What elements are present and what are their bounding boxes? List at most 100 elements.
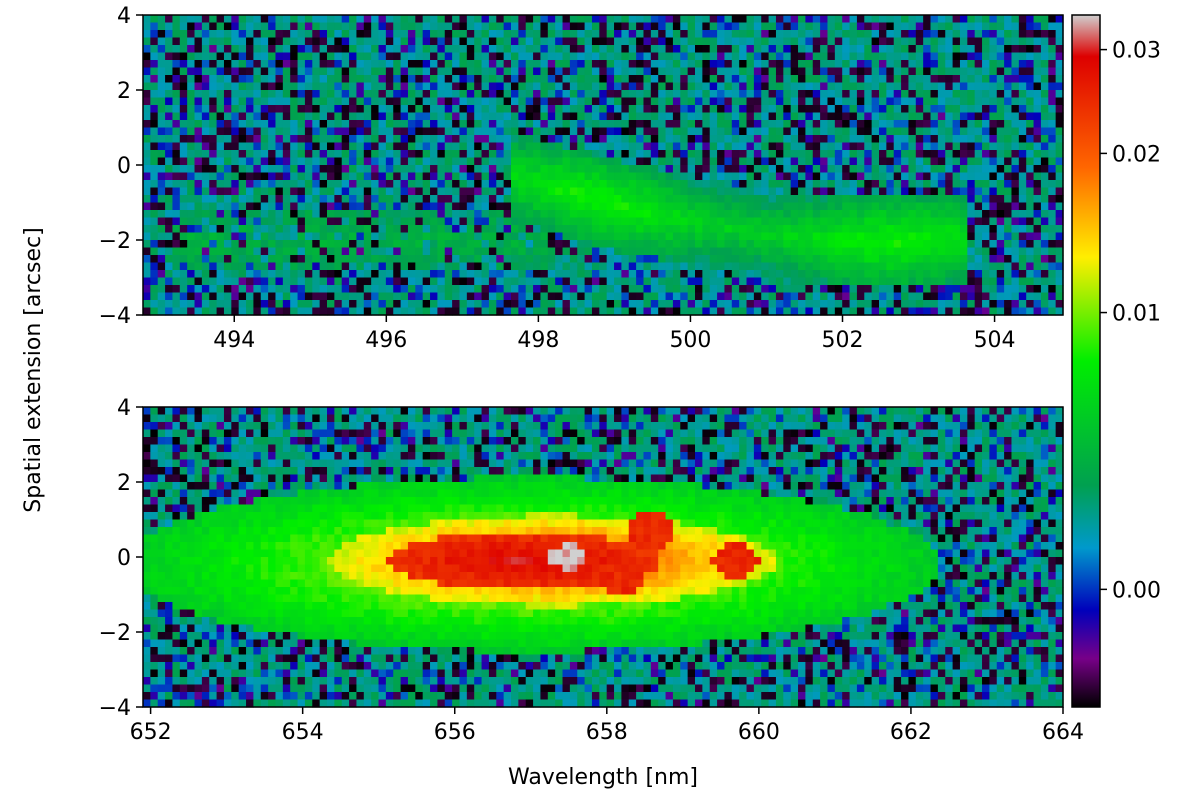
heatmap-cell (915, 127, 924, 136)
heatmap-cell (628, 67, 637, 76)
heatmap-cell (584, 127, 593, 136)
heatmap-cell (842, 120, 851, 129)
heatmap-cell (341, 135, 350, 144)
heatmap-cell (569, 15, 578, 24)
heatmap-cell (430, 195, 438, 204)
heatmap-cell (437, 67, 446, 76)
heatmap-cell (827, 232, 836, 241)
heatmap-cell (378, 105, 387, 114)
heatmap-cell (665, 285, 674, 294)
heatmap-cell (790, 127, 799, 136)
heatmap-cell (562, 97, 571, 106)
heatmap-cell (636, 195, 645, 204)
heatmap-cell (614, 142, 622, 151)
heatmap-cell (798, 277, 806, 286)
heatmap-cell (959, 45, 968, 54)
heatmap-cell (533, 97, 542, 106)
heatmap-cell (842, 75, 851, 84)
heatmap-cell (253, 217, 262, 226)
heatmap-cell (687, 60, 696, 69)
heatmap-cell (349, 82, 358, 91)
heatmap-cell (1026, 150, 1035, 159)
heatmap-cell (1004, 112, 1013, 121)
heatmap-cell (643, 255, 652, 264)
heatmap-cell (739, 112, 748, 121)
heatmap-cell (930, 112, 939, 121)
heatmap-cell (488, 240, 497, 249)
heatmap-cell (459, 217, 468, 226)
heatmap-cell (672, 105, 681, 114)
heatmap-cell (312, 90, 321, 99)
heatmap-cell (304, 172, 313, 181)
heatmap-cell (812, 225, 821, 234)
heatmap-cell (753, 232, 762, 241)
heatmap-cell (363, 90, 372, 99)
heatmap-cell (312, 172, 321, 181)
heatmap-cell (599, 45, 608, 54)
heatmap-cell (901, 120, 910, 129)
heatmap-cell (547, 142, 556, 151)
heatmap-cell (915, 180, 924, 189)
heatmap-cell (341, 37, 350, 46)
heatmap-cell (246, 75, 254, 84)
heatmap-cell (886, 270, 895, 279)
heatmap-cell (209, 105, 218, 114)
heatmap-cell (717, 15, 726, 24)
heatmap-cell (430, 247, 438, 256)
heatmap-cell (901, 270, 910, 279)
heatmap-cell (415, 187, 424, 196)
heatmap-cell (577, 30, 586, 39)
heatmap-cell (695, 180, 703, 189)
heatmap-cell (216, 277, 225, 286)
heatmap-cell (591, 277, 600, 286)
heatmap-cell (820, 300, 829, 309)
heatmap-cell (334, 195, 343, 204)
heatmap-cell (805, 217, 814, 226)
heatmap-cell (908, 15, 917, 24)
heatmap-cell (775, 262, 784, 271)
heatmap-cell (430, 97, 438, 106)
heatmap-cell (216, 75, 225, 84)
heatmap-cell (591, 285, 600, 294)
heatmap-cell (930, 15, 939, 24)
heatmap-cell (650, 307, 659, 316)
heatmap-cell (746, 135, 755, 144)
heatmap-cell (584, 22, 593, 31)
heatmap-cell (459, 232, 468, 241)
heatmap-cell (680, 67, 689, 76)
heatmap-cell (430, 307, 438, 316)
heatmap-cell (768, 195, 777, 204)
heatmap-cell (223, 142, 232, 151)
heatmap-cell (812, 292, 821, 301)
heatmap-cell (312, 67, 321, 76)
heatmap-cell (680, 210, 689, 219)
heatmap-cell (709, 82, 718, 91)
heatmap-cell (1026, 157, 1035, 166)
heatmap-cell (400, 52, 409, 61)
heatmap-cell (444, 127, 453, 136)
heatmap-cell (893, 180, 902, 189)
heatmap-cell (430, 120, 438, 129)
heatmap-cell (562, 202, 571, 211)
heatmap-cell (842, 172, 851, 181)
heatmap-cell (790, 285, 799, 294)
heatmap-cell (415, 97, 424, 106)
heatmap-cell (1048, 247, 1057, 256)
heatmap-cell (246, 45, 254, 54)
heatmap-cell (798, 292, 806, 301)
heatmap-cell (842, 112, 851, 121)
heatmap-cell (820, 165, 829, 174)
heatmap-cell (150, 262, 159, 271)
heatmap-cell (363, 37, 372, 46)
heatmap-cell (385, 285, 394, 294)
heatmap-cell (790, 150, 799, 159)
heatmap-cell (820, 195, 829, 204)
heatmap-cell (717, 127, 726, 136)
heatmap-cell (297, 22, 306, 31)
heatmap-cell (923, 187, 932, 196)
heatmap-cell (658, 30, 667, 39)
heatmap-cell (665, 45, 674, 54)
heatmap-cell (231, 307, 240, 316)
heatmap-cell (1011, 225, 1020, 234)
